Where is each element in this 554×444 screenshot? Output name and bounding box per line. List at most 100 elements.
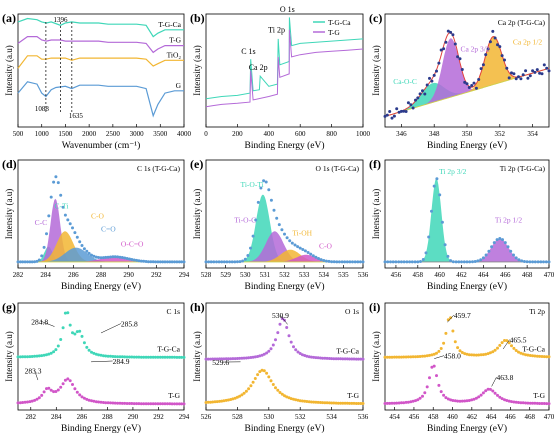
data-point: [361, 260, 365, 264]
data-point: [146, 355, 150, 359]
data-point: [472, 397, 476, 401]
data-point: [322, 259, 326, 262]
data-point: [496, 393, 499, 397]
data-point: [139, 259, 143, 263]
panel-label: (c): [369, 11, 382, 25]
data-point: [524, 401, 528, 405]
data-point: [182, 355, 186, 359]
data-point: [409, 103, 413, 107]
data-point: [61, 205, 65, 209]
data-point: [215, 260, 218, 264]
data-point: [542, 260, 545, 264]
data-point: [439, 48, 443, 52]
data-point: [177, 402, 181, 406]
data-point: [435, 374, 438, 378]
annotation: 285.8: [121, 320, 138, 329]
data-point: [82, 247, 86, 251]
data-point: [135, 258, 139, 262]
data-point: [509, 249, 513, 253]
x-tick-label: 284: [51, 413, 62, 421]
series-label: T-G: [347, 391, 359, 400]
x-tick-label: 470: [544, 413, 554, 421]
data-point: [97, 353, 101, 357]
x-tick-label: 456: [391, 271, 402, 279]
data-point: [533, 70, 537, 74]
data-point: [446, 254, 450, 258]
data-point: [135, 402, 139, 406]
annotation: Ca 2p: [249, 63, 268, 72]
data-point: [399, 401, 403, 405]
data-point: [343, 357, 347, 361]
data-point: [488, 387, 492, 391]
data-point: [247, 356, 251, 360]
data-point: [435, 351, 438, 355]
data-point: [246, 254, 250, 257]
data-point: [230, 260, 234, 264]
data-point: [536, 260, 540, 264]
data-point: [204, 260, 208, 264]
data-point: [209, 400, 212, 404]
data-point: [391, 260, 395, 264]
data-point: [66, 218, 70, 222]
data-point: [54, 348, 58, 352]
x-tick-label: 464: [486, 413, 497, 421]
data-point: [418, 355, 422, 358]
data-point: [456, 55, 460, 59]
data-point: [472, 81, 476, 85]
x-tick-label: 4000: [177, 130, 192, 138]
data-point: [359, 402, 363, 405]
data-point: [35, 397, 39, 401]
peak-label: Ti-O-C: [234, 216, 256, 225]
data-point: [213, 357, 217, 361]
data-point: [425, 385, 429, 389]
data-point: [402, 355, 406, 359]
data-point: [111, 355, 115, 358]
annotation: 463.8: [497, 373, 514, 382]
data-point: [491, 350, 495, 354]
data-point: [514, 256, 518, 260]
data-point: [165, 260, 169, 264]
data-point: [30, 399, 34, 403]
data-point: [294, 348, 298, 352]
component-peak: [206, 231, 363, 262]
data-point: [397, 110, 401, 114]
x-tick-label: 2500: [106, 130, 121, 138]
data-point: [413, 260, 417, 264]
data-point: [484, 389, 488, 393]
data-point: [423, 92, 427, 96]
data-point: [538, 354, 542, 358]
data-point: [309, 400, 313, 404]
data-point: [470, 353, 474, 357]
data-point: [385, 113, 389, 117]
data-point: [540, 355, 544, 358]
component-peak: [385, 238, 549, 262]
data-point: [463, 399, 467, 403]
data-point: [23, 355, 27, 359]
series-line: [205, 29, 364, 108]
data-point: [385, 355, 389, 359]
peak-label: O-C=O: [121, 239, 144, 248]
data-point: [341, 401, 345, 405]
data-point: [283, 394, 286, 398]
data-point: [37, 396, 41, 400]
data-point: [501, 238, 504, 242]
data-point: [226, 357, 230, 361]
data-point: [432, 352, 436, 356]
data-point: [156, 402, 160, 406]
data-point: [231, 357, 235, 361]
data-point: [276, 388, 280, 392]
plot-frame: [384, 159, 550, 269]
data-point: [538, 71, 542, 75]
data-point: [287, 334, 291, 338]
annotation-leader: [100, 323, 122, 334]
data-point: [61, 326, 65, 330]
data-point: [542, 355, 546, 359]
annotation: C 1s: [241, 47, 255, 56]
data-point: [28, 260, 32, 264]
data-point: [458, 57, 462, 61]
x-axis-label: Binding Energy (eV): [244, 423, 324, 434]
data-point: [307, 400, 311, 404]
data-point: [332, 357, 336, 361]
data-point: [547, 69, 551, 73]
data-point: [521, 352, 525, 356]
